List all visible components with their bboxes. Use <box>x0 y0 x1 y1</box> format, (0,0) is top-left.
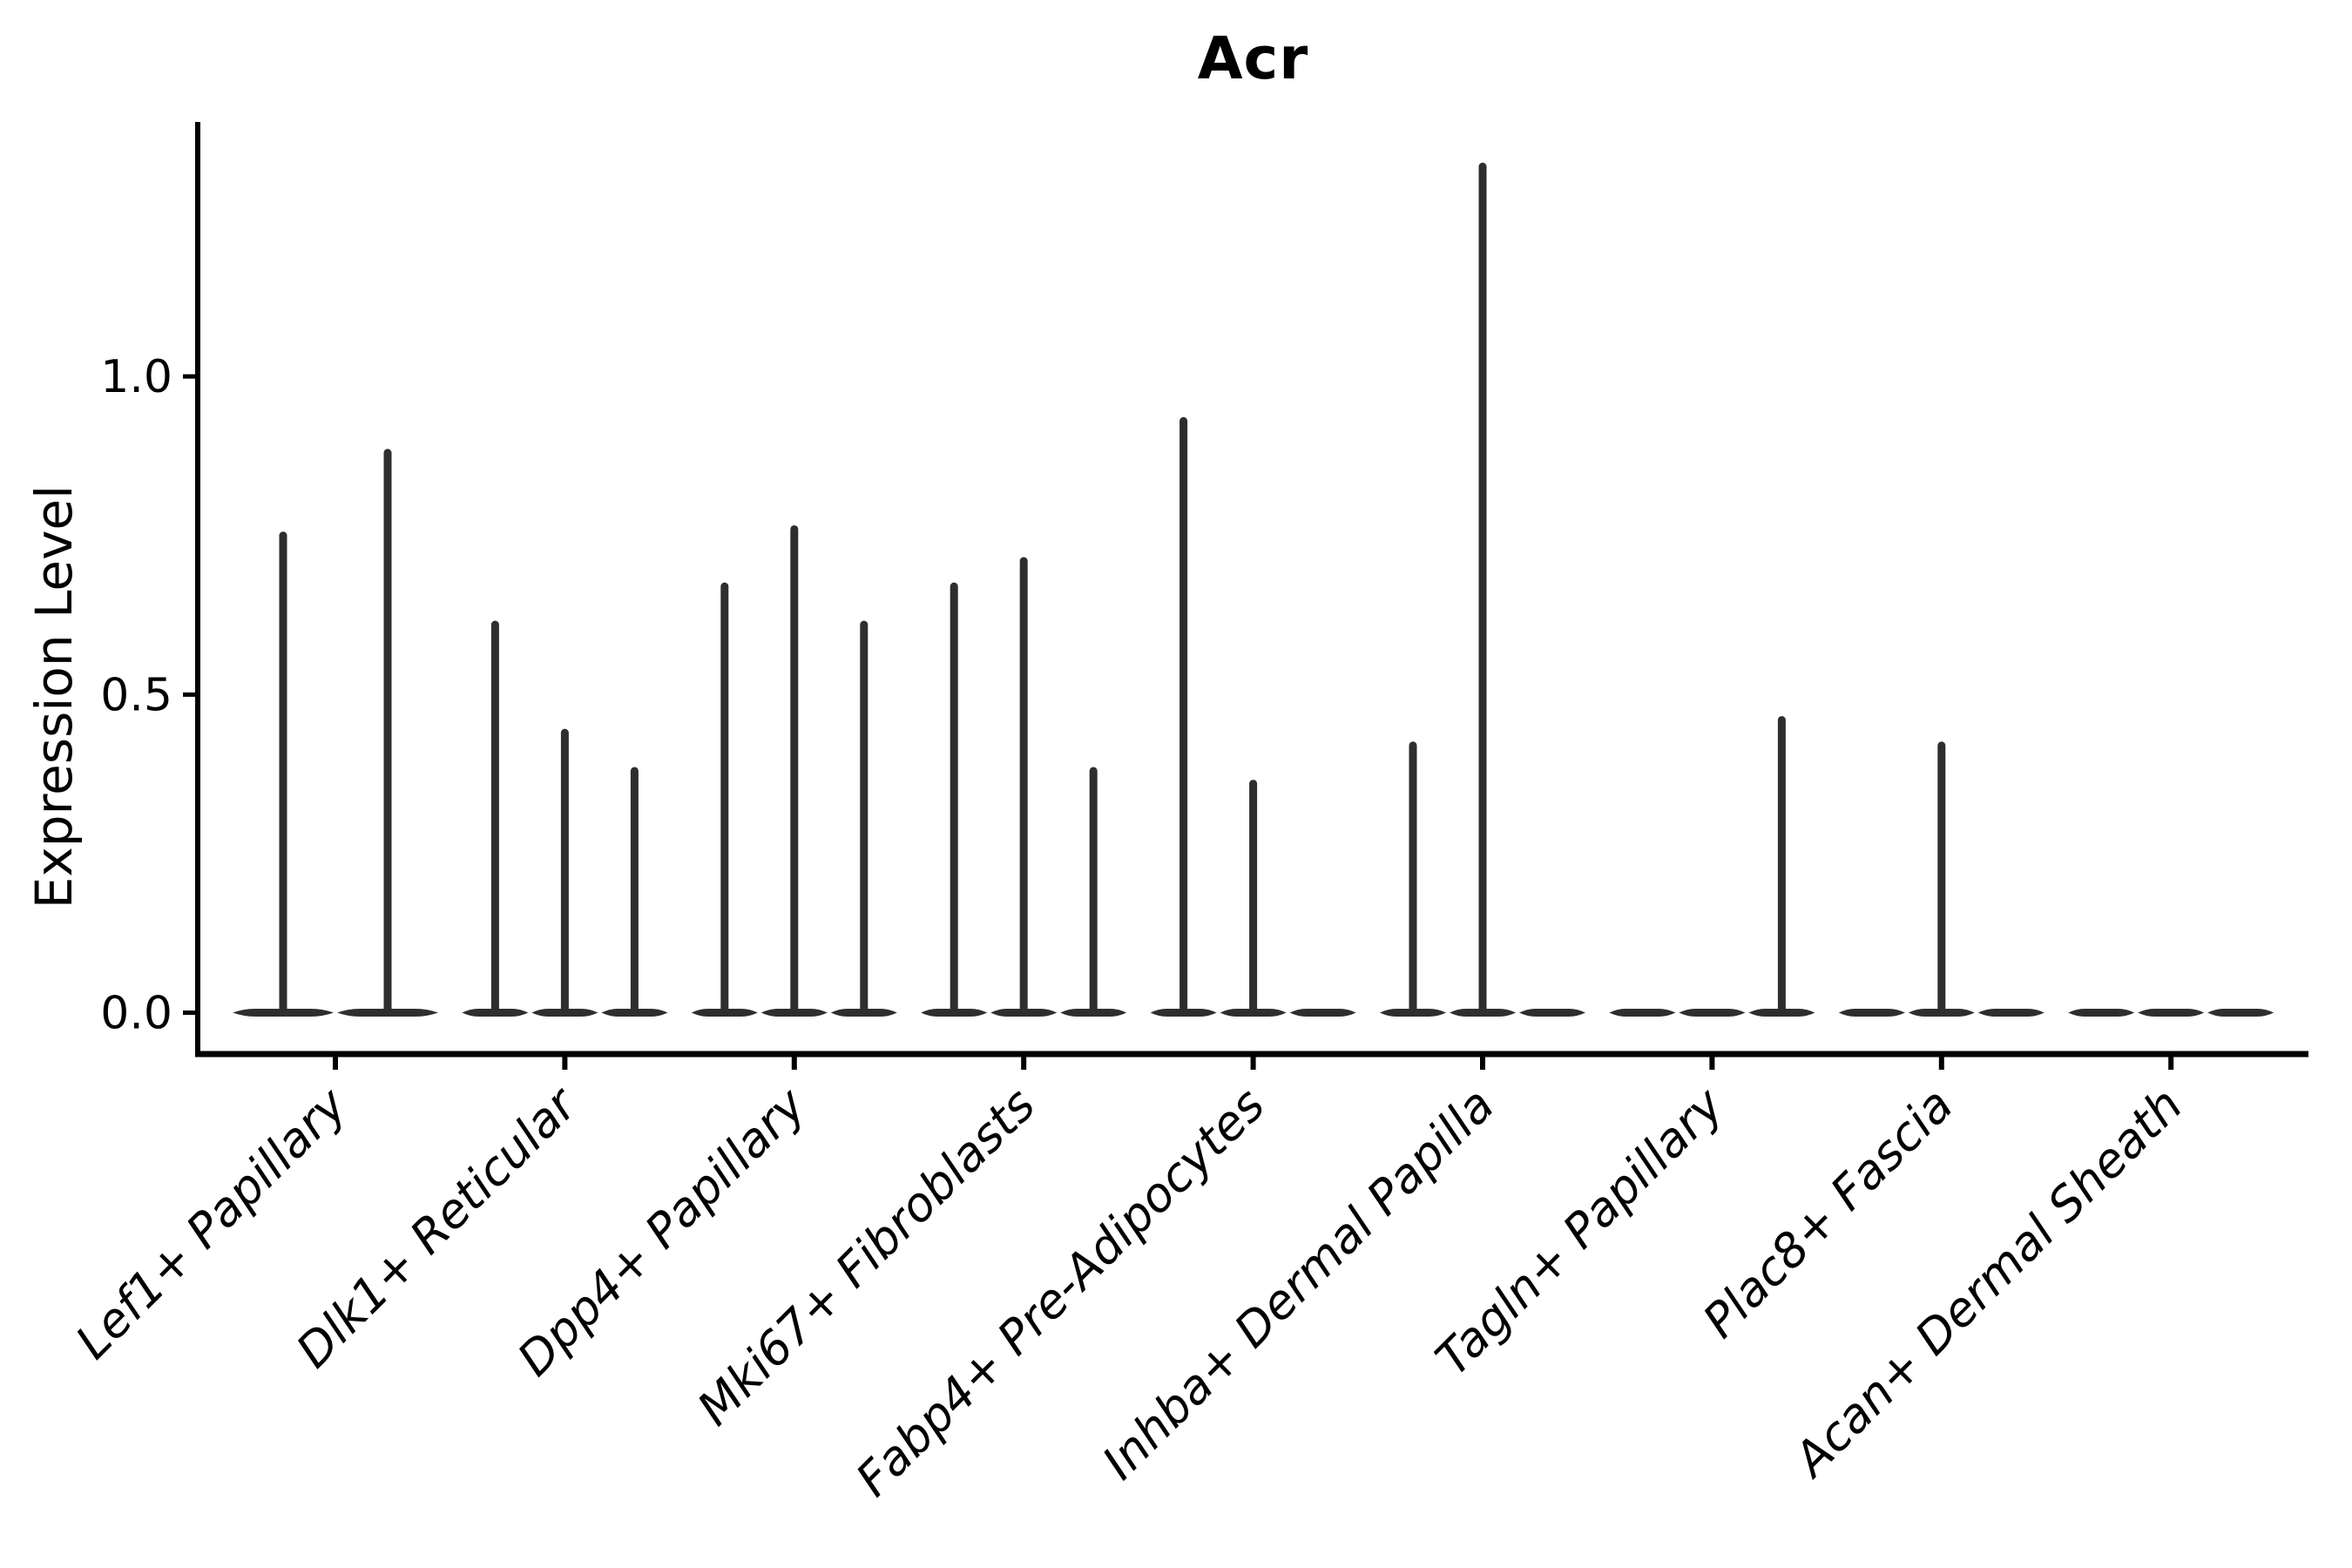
violin-body <box>2138 1009 2205 1017</box>
violin-body <box>1609 1009 1676 1017</box>
violin-body <box>1977 1009 2044 1017</box>
violin-body <box>1838 1009 1905 1017</box>
violin-body <box>1519 1009 1585 1017</box>
violin-body <box>2068 1009 2135 1017</box>
violin-body <box>1679 1009 1746 1017</box>
x-tick-label: Inhba+ Dermal Papilla <box>1092 1078 1504 1490</box>
chart-title: Acr <box>1197 24 1309 92</box>
x-tick-label: Fabp4+ Pre-Adipocytes <box>845 1078 1274 1507</box>
x-tick-label: Acan+ Dermal Sheath <box>1781 1078 2193 1489</box>
y-tick-label: 0.5 <box>100 669 172 721</box>
violin-body <box>2207 1009 2274 1017</box>
y-axis-label: Expression Level <box>24 484 84 909</box>
violin-body <box>1289 1009 1356 1017</box>
y-tick-label: 1.0 <box>100 351 172 403</box>
y-tick-label: 0.0 <box>100 988 172 1040</box>
